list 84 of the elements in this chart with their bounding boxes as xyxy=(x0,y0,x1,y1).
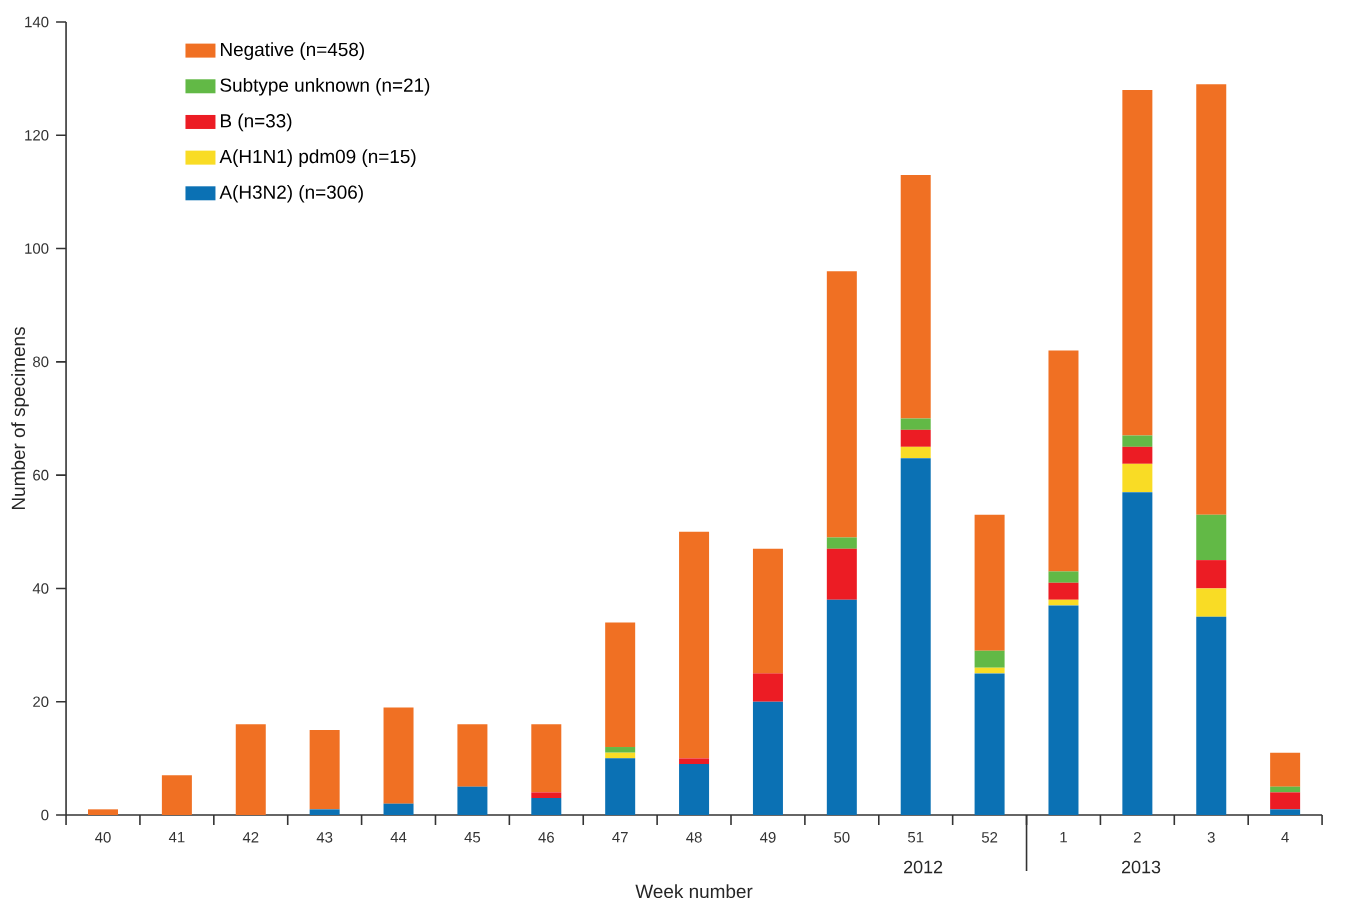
bar xyxy=(531,724,562,793)
bar xyxy=(457,786,488,815)
x-tick-label: 44 xyxy=(390,832,407,843)
bar xyxy=(826,599,857,815)
bar xyxy=(679,764,710,815)
bar xyxy=(309,809,340,815)
bar xyxy=(900,446,931,459)
bar xyxy=(826,537,857,549)
bar xyxy=(826,548,857,600)
y-tick-label: 120 xyxy=(25,129,49,141)
bar xyxy=(1048,350,1079,572)
y-tick-label: 80 xyxy=(33,356,49,368)
x-tick-label: 41 xyxy=(168,832,185,843)
x-tick-label: 50 xyxy=(834,832,850,843)
bar xyxy=(1122,492,1153,815)
bar xyxy=(235,724,266,815)
bar xyxy=(605,622,636,748)
bar xyxy=(900,418,931,430)
bar xyxy=(161,775,192,815)
bar xyxy=(1122,446,1153,464)
bar xyxy=(1048,571,1079,583)
bar xyxy=(752,673,783,702)
legend-label: B (n=33) xyxy=(221,113,292,132)
bar xyxy=(1196,514,1227,561)
text: 2012 xyxy=(904,860,943,874)
bar xyxy=(974,650,1005,668)
x-tick-label: 42 xyxy=(242,832,259,843)
bar xyxy=(974,514,1005,651)
x-tick-label: 2 xyxy=(1133,832,1141,843)
bar xyxy=(1196,560,1227,589)
x-tick-label: 45 xyxy=(464,832,481,843)
y-tick-label: 0 xyxy=(41,809,49,821)
bar xyxy=(752,701,783,815)
x-tick-label: 52 xyxy=(981,832,998,843)
x-tick-label: 4 xyxy=(1281,832,1289,843)
legend-label: A(H1N1) pdm09 (n=15) xyxy=(219,149,416,167)
y-tick-label: 60 xyxy=(33,469,49,481)
bar xyxy=(1048,582,1079,600)
text: 2013 xyxy=(1122,860,1161,874)
x-tick-label: 49 xyxy=(759,832,776,843)
bar xyxy=(531,798,562,815)
x-tick-label: 48 xyxy=(686,832,702,843)
bar xyxy=(1196,588,1227,617)
bar xyxy=(679,531,710,759)
bar xyxy=(900,174,931,419)
bar xyxy=(309,730,340,810)
bar xyxy=(531,792,562,799)
bar xyxy=(900,429,931,447)
x-tick-label: 51 xyxy=(908,832,924,843)
bar xyxy=(88,809,118,815)
x-axis-title: Week number xyxy=(635,884,753,899)
bar xyxy=(1122,89,1153,436)
y-tick-label: 40 xyxy=(32,583,49,594)
bar xyxy=(1270,792,1301,810)
x-tick-label: 3 xyxy=(1207,832,1215,843)
x-tick-label: 43 xyxy=(316,832,333,843)
legend-label: Subtype unknown (n=21) xyxy=(220,77,430,96)
x-tick-label: 1 xyxy=(1060,832,1067,843)
bar xyxy=(605,747,636,753)
bar xyxy=(1270,809,1301,815)
y-axis-title: Number of specimens xyxy=(11,327,29,509)
bar xyxy=(1196,84,1227,515)
bar xyxy=(900,458,931,815)
bar xyxy=(974,673,1005,815)
bar xyxy=(457,724,488,787)
y-tick-label: 100 xyxy=(25,243,49,254)
x-tick-label: 47 xyxy=(612,832,628,843)
bar xyxy=(1270,752,1301,787)
y-tick-label: 140 xyxy=(25,16,49,28)
bar xyxy=(1048,605,1079,815)
bar xyxy=(1122,435,1153,447)
x-tick-label: 46 xyxy=(538,832,554,843)
bar xyxy=(752,548,783,674)
x-tick-label: 40 xyxy=(95,832,111,843)
bar xyxy=(826,271,857,538)
legend-label: A(H3N2) (n=306) xyxy=(219,184,363,203)
legend-label: Negative (n=458) xyxy=(221,42,364,60)
bar xyxy=(1196,616,1227,815)
bar xyxy=(605,758,636,815)
y-tick-label: 20 xyxy=(33,696,49,708)
bar xyxy=(383,707,414,804)
bar xyxy=(1122,463,1153,493)
bar xyxy=(679,758,710,765)
bar xyxy=(383,803,414,815)
